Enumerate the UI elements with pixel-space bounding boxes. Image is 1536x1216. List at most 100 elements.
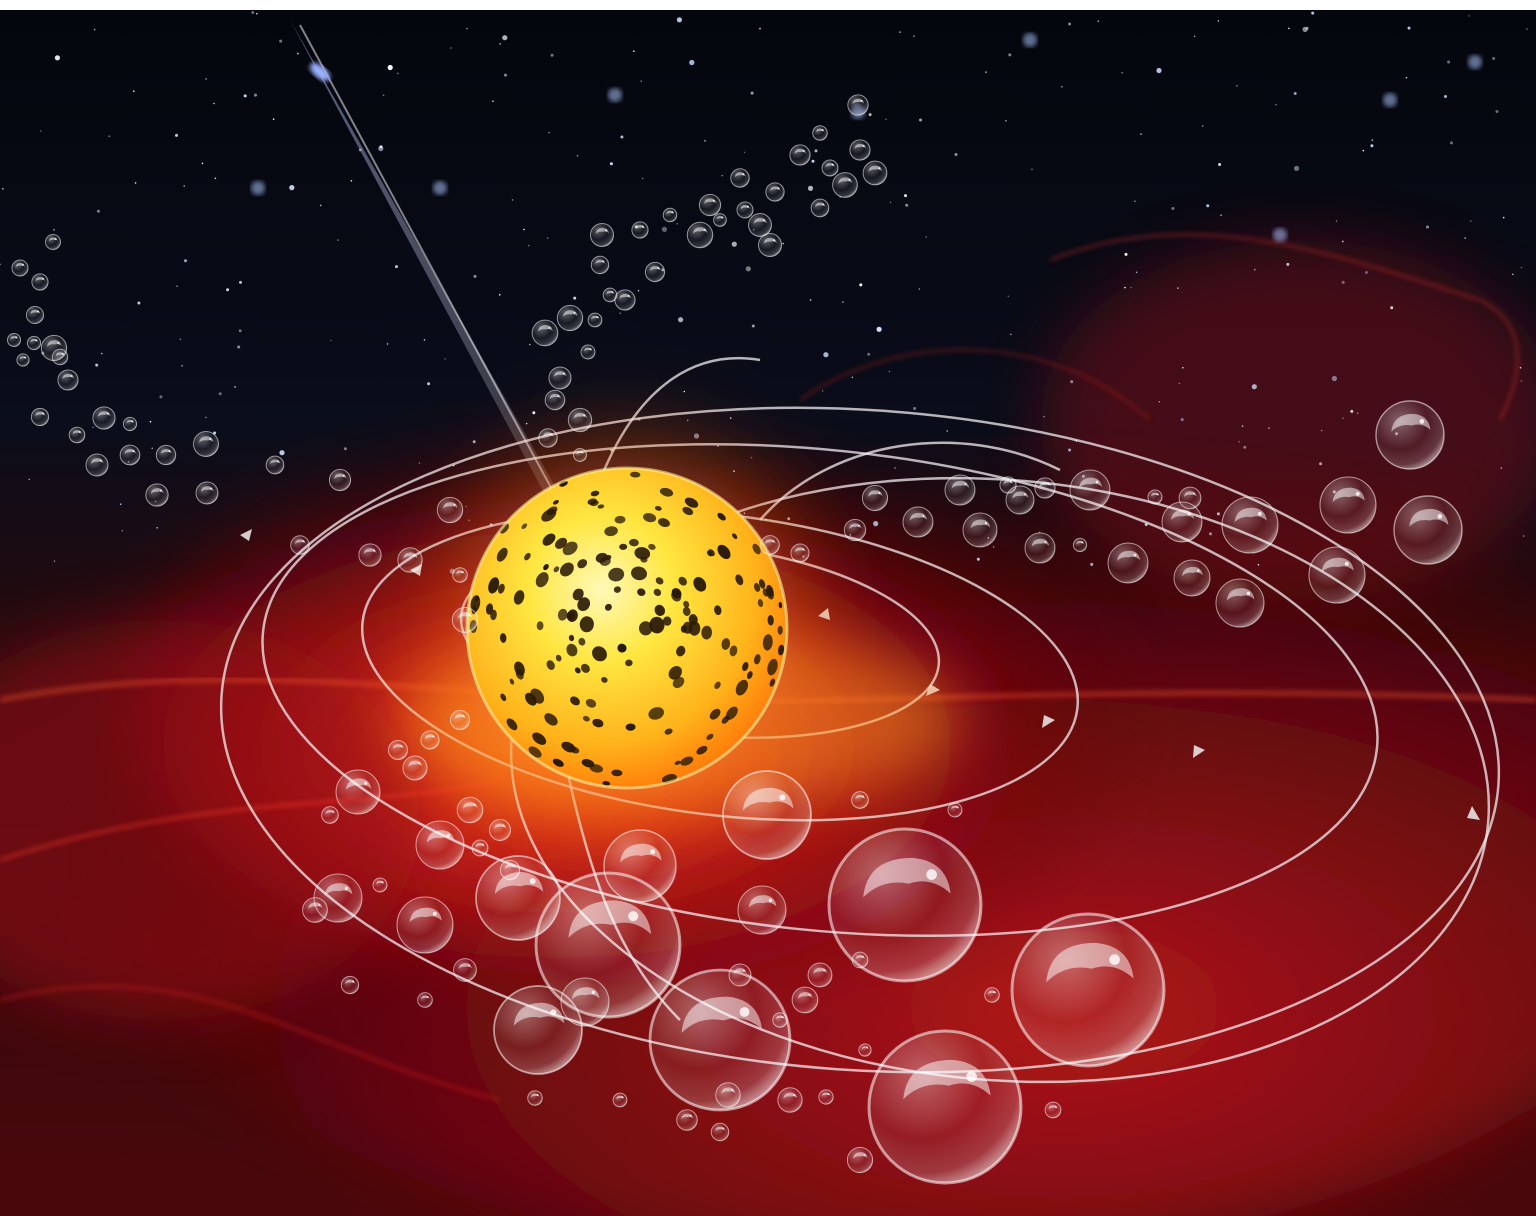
star-dot: [1512, 273, 1514, 276]
star-dot: [1097, 20, 1100, 23]
bubble: [26, 335, 42, 351]
star-spot: [577, 559, 588, 569]
bubble: [832, 172, 858, 198]
star-dot: [823, 352, 829, 358]
star-dot: [811, 159, 815, 163]
bubble: [612, 1092, 628, 1108]
bubble: [30, 407, 50, 427]
star-dot: [1134, 200, 1136, 202]
star-dot: [119, 503, 122, 506]
star-spot: [680, 756, 694, 766]
star-dot: [1193, 35, 1196, 38]
bubble: [790, 543, 810, 563]
star-dot: [1158, 401, 1161, 403]
bubble: [1005, 485, 1035, 515]
bubble: [573, 448, 587, 462]
star-spot: [767, 658, 778, 676]
star-spot: [721, 638, 731, 650]
transparent-bubbles: [6, 94, 1463, 1185]
star-spot: [672, 676, 685, 689]
star-dot: [1464, 237, 1466, 239]
star-dot: [53, 560, 56, 562]
star-dot: [992, 546, 995, 548]
bubble: [265, 455, 285, 475]
star-spot: [637, 588, 646, 596]
star-dot: [683, 390, 686, 393]
star-spot: [638, 621, 653, 636]
star-dot: [151, 447, 153, 450]
star-dot: [1492, 57, 1496, 60]
star-spot: [506, 718, 518, 731]
star-dot: [1124, 252, 1128, 256]
star-spot: [604, 526, 618, 537]
bubble: [1393, 495, 1463, 565]
star-spot: [578, 637, 586, 646]
star-dot: [1008, 53, 1012, 57]
bubble: [686, 221, 714, 249]
star-spot: [662, 616, 672, 626]
star-spot: [585, 698, 597, 708]
star-dot: [251, 11, 255, 14]
star-dot: [1031, 168, 1033, 171]
bubble: [713, 213, 727, 227]
star-dot: [1371, 139, 1374, 141]
star-spot: [592, 718, 604, 728]
bubble: [851, 791, 869, 809]
bubble: [602, 287, 618, 303]
bubble: [193, 431, 219, 457]
star-dot: [620, 135, 624, 139]
star-dot: [423, 339, 426, 341]
star-spot: [625, 659, 633, 667]
star-dot: [272, 118, 275, 120]
star-dot: [888, 370, 891, 373]
star-dot: [913, 407, 917, 410]
star-spot: [682, 506, 694, 516]
star-dot: [1288, 27, 1290, 30]
star-dot: [529, 343, 531, 346]
bubble: [777, 1087, 803, 1113]
star-spot: [521, 523, 528, 529]
bubble: [589, 222, 615, 248]
star-dot: [925, 236, 927, 238]
star-dot: [1177, 287, 1179, 289]
bubble: [580, 344, 596, 360]
star-spot: [762, 588, 769, 597]
bubble: [567, 407, 593, 433]
star-spot: [485, 603, 494, 615]
star-dot: [976, 557, 980, 561]
star-dot: [243, 94, 247, 98]
star-dot: [751, 324, 755, 328]
star-dot: [499, 43, 502, 45]
bubble: [488, 818, 512, 842]
star-dot: [159, 395, 163, 399]
star-dot: [814, 149, 818, 153]
star-dot: [1522, 535, 1525, 537]
star-dot: [156, 527, 158, 529]
star-spot: [778, 644, 785, 656]
star-spot: [676, 645, 686, 657]
bubble: [387, 739, 409, 761]
bubble: [587, 312, 603, 328]
star-spot: [754, 582, 761, 592]
star-dot: [427, 382, 431, 386]
star-dot: [444, 358, 446, 360]
star-dot: [1182, 366, 1184, 369]
star-spot: [725, 706, 738, 720]
star-dot: [1201, 125, 1204, 127]
star-dot: [550, 53, 554, 57]
star-dot: [1426, 225, 1429, 229]
star-dot: [238, 329, 242, 333]
star-spot: [753, 654, 761, 665]
star-dot: [28, 478, 31, 481]
star-spot: [629, 538, 639, 547]
star-spot: [566, 643, 578, 657]
star-spot: [655, 577, 664, 585]
star-dot: [1068, 22, 1072, 26]
star-spot: [732, 533, 738, 540]
bubble: [861, 484, 889, 512]
star-dot: [954, 153, 958, 156]
star-spot: [649, 616, 665, 634]
star-spot: [648, 707, 665, 720]
star-dot: [1241, 425, 1244, 427]
star-spot: [654, 506, 662, 511]
